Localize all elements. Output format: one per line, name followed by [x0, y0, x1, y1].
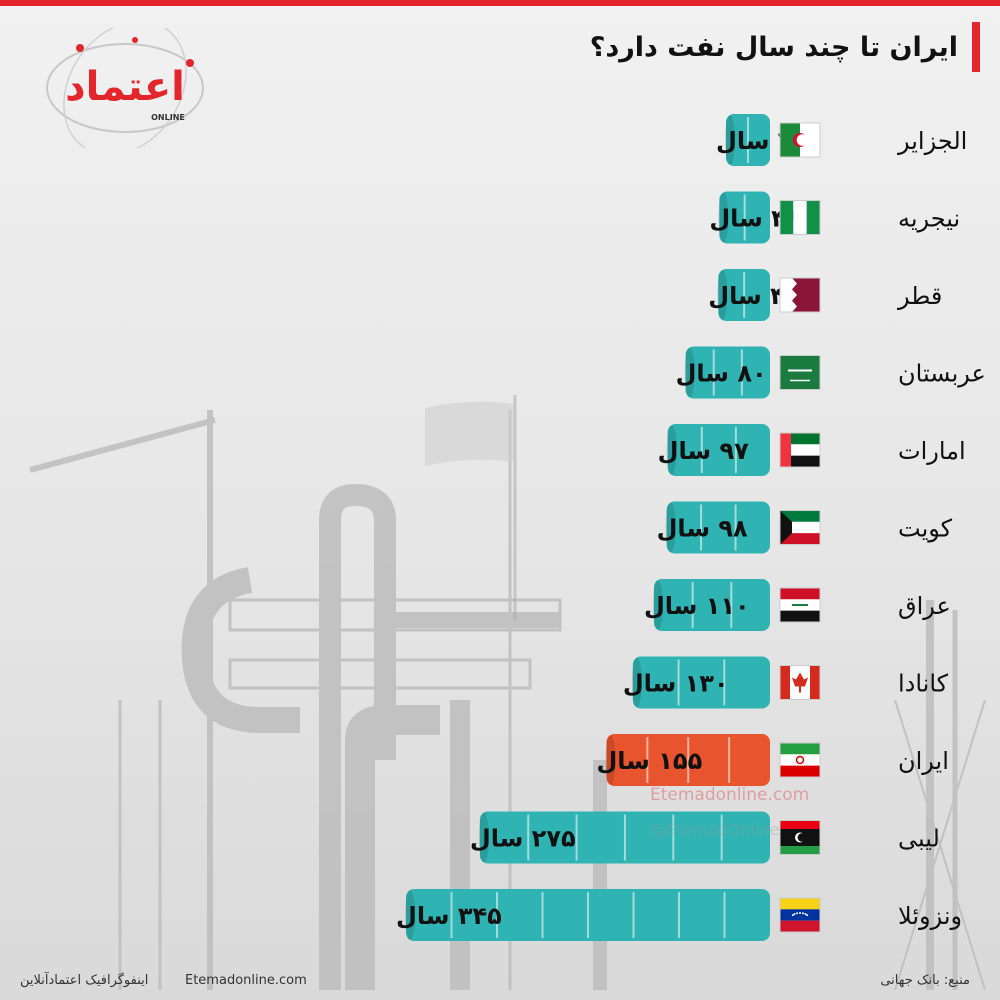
value-label: ۳۴۵ سال: [396, 902, 502, 930]
chart-row: ۱۵۵ سال ایران: [596, 734, 949, 786]
value-label: ۹۷ سال: [658, 437, 749, 465]
barrel-rim: [605, 735, 616, 785]
flag-border: [779, 122, 821, 158]
bar: [685, 346, 770, 399]
logo-icon: اعتماد ONLINE: [46, 20, 204, 156]
country-label: عراق: [898, 592, 951, 620]
qatar-flag: [779, 277, 821, 313]
logo-wordmark: اعتماد: [65, 64, 185, 110]
barrel-rim: [725, 115, 735, 165]
country-label: کویت: [898, 515, 953, 543]
value-label: ۸۰ سال: [676, 360, 767, 388]
country-label: ایران: [898, 747, 949, 775]
watermark-site: Etemadonline.com: [650, 785, 809, 805]
barrel-rim: [631, 657, 642, 708]
barrel-rim: [665, 502, 676, 553]
chart-row: ۱۱۰ سال عراق: [644, 579, 951, 631]
background-flag: [425, 395, 517, 620]
barrel-rim: [478, 812, 489, 863]
kuwait-flag: [779, 510, 821, 545]
footer-source: منبع: بانک جهانی: [880, 973, 970, 988]
barrel-rim: [666, 425, 677, 475]
country-label: نیجریه: [898, 205, 960, 233]
flag-border: [779, 200, 821, 235]
chart-title: ایران تا چند سال نفت دارد؟: [589, 31, 958, 63]
watermark-handle: @EtemadOnline: [650, 820, 779, 839]
canada-flag: [779, 665, 821, 700]
flag-border: [779, 510, 821, 545]
bar: [653, 579, 770, 631]
bar: [632, 656, 770, 709]
chart-row: ۹۷ سال امارات: [658, 424, 966, 476]
uae-flag: [779, 432, 821, 468]
brand-logo: اعتماد ONLINE: [40, 20, 210, 156]
flag-border: [779, 665, 821, 700]
flag-border: [779, 820, 821, 855]
watermark: Etemadonline.com @EtemadOnline: [650, 785, 809, 839]
title-accent-bar: [972, 22, 980, 72]
bar: [666, 501, 770, 554]
chart-row: ۸۰ سال عربستان: [676, 346, 986, 399]
iraq-flag: [779, 587, 821, 623]
flag-border: [779, 355, 821, 390]
logo-subtext: ONLINE: [151, 113, 185, 122]
country-label: الجزایر: [897, 127, 967, 155]
value-label: ۱۱۰ سال: [644, 592, 750, 620]
nigeria-flag: [779, 200, 821, 235]
barrel-rim: [684, 347, 695, 398]
country-label: قطر: [897, 282, 942, 310]
country-label: لیبی: [898, 825, 940, 853]
barrel-rim: [717, 270, 728, 320]
chart-row: ۲۷۵ سال لیبی: [470, 811, 940, 864]
top-accent-bar: [0, 0, 1000, 6]
algeria-flag: [779, 122, 821, 158]
footer-credit: اینفوگرافیک اعتمادآنلاین: [20, 973, 149, 988]
barrel-rim: [718, 192, 729, 243]
country-label: ونزوئلا: [898, 902, 962, 930]
barrel-rim: [652, 580, 663, 630]
iran-flag: [779, 742, 821, 778]
chart-row: ۱۳۰ سال کانادا: [623, 656, 949, 709]
libya-flag: [779, 820, 821, 855]
title-block: ایران تا چند سال نفت دارد؟: [590, 22, 980, 72]
venezuela-flag: [779, 897, 821, 933]
barrel-rim: [405, 890, 416, 940]
value-label: ۲۷۵ سال: [470, 825, 576, 853]
country-label: امارات: [898, 437, 966, 465]
footer-website: Etemadonline.com: [185, 973, 307, 988]
flag-border: [779, 432, 821, 468]
country-label: عربستان: [898, 360, 986, 388]
refinery-illustration: [29, 410, 986, 991]
saudi-arabia-flag: [779, 355, 821, 390]
chart-row: ۹۸ سال کویت: [657, 501, 953, 554]
bar: [667, 424, 770, 476]
country-label: کانادا: [898, 670, 949, 698]
flag-border: [779, 742, 821, 778]
flag-border: [779, 587, 821, 623]
value-label: ۹۸ سال: [657, 515, 748, 543]
flag-border: [779, 897, 821, 933]
flag-border: [779, 277, 821, 313]
chart-row: ۳۴۵ سال ونزوئلا: [396, 889, 962, 941]
value-label: ۱۳۰ سال: [623, 670, 729, 698]
value-label: ۱۵۵ سال: [596, 747, 702, 775]
